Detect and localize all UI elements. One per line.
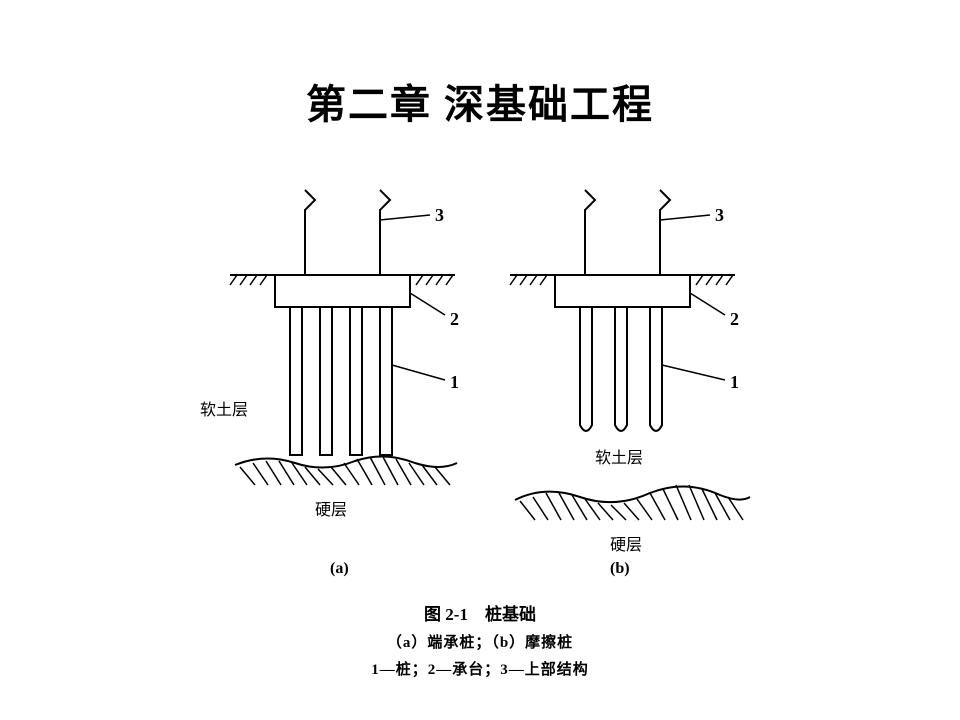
hard-layer-b <box>515 485 750 520</box>
hard-layer-a <box>235 456 457 485</box>
caption-line-1: 图 2-1 桩基础 <box>0 600 960 625</box>
caption-line-3: 1—桩；2—承台；3—上部结构 <box>0 658 960 679</box>
soft-layer-label-b: 软土层 <box>595 449 643 467</box>
figure-2-1: 3 2 1 软土层 硬层 (a) <box>195 185 765 605</box>
chapter-title: 第二章 深基础工程 <box>0 72 960 130</box>
hard-layer-label-b: 硬层 <box>610 537 642 554</box>
sublabel-a: (a) <box>330 560 349 577</box>
label-1-a: 1 <box>450 372 459 392</box>
soft-layer-label-a: 软土层 <box>200 401 248 419</box>
pile-foundation-diagram: 3 2 1 软土层 硬层 (a) <box>195 185 765 605</box>
sublabel-b: (b) <box>610 560 630 577</box>
label-2-a: 2 <box>450 309 459 329</box>
label-3-b: 3 <box>715 205 724 225</box>
label-2-b: 2 <box>730 309 739 329</box>
label-1-b: 1 <box>730 372 739 392</box>
label-3-a: 3 <box>435 205 444 225</box>
diagram-a: 3 2 1 软土层 硬层 (a) <box>200 190 459 577</box>
diagram-b: 3 2 1 软土层 硬层 (b) <box>510 190 750 577</box>
hard-layer-label-a: 硬层 <box>315 502 347 519</box>
caption-line-2: （a）端承桩；（b）摩擦桩 <box>0 631 960 652</box>
figure-caption: 图 2-1 桩基础 （a）端承桩；（b）摩擦桩 1—桩；2—承台；3—上部结构 <box>0 600 960 679</box>
